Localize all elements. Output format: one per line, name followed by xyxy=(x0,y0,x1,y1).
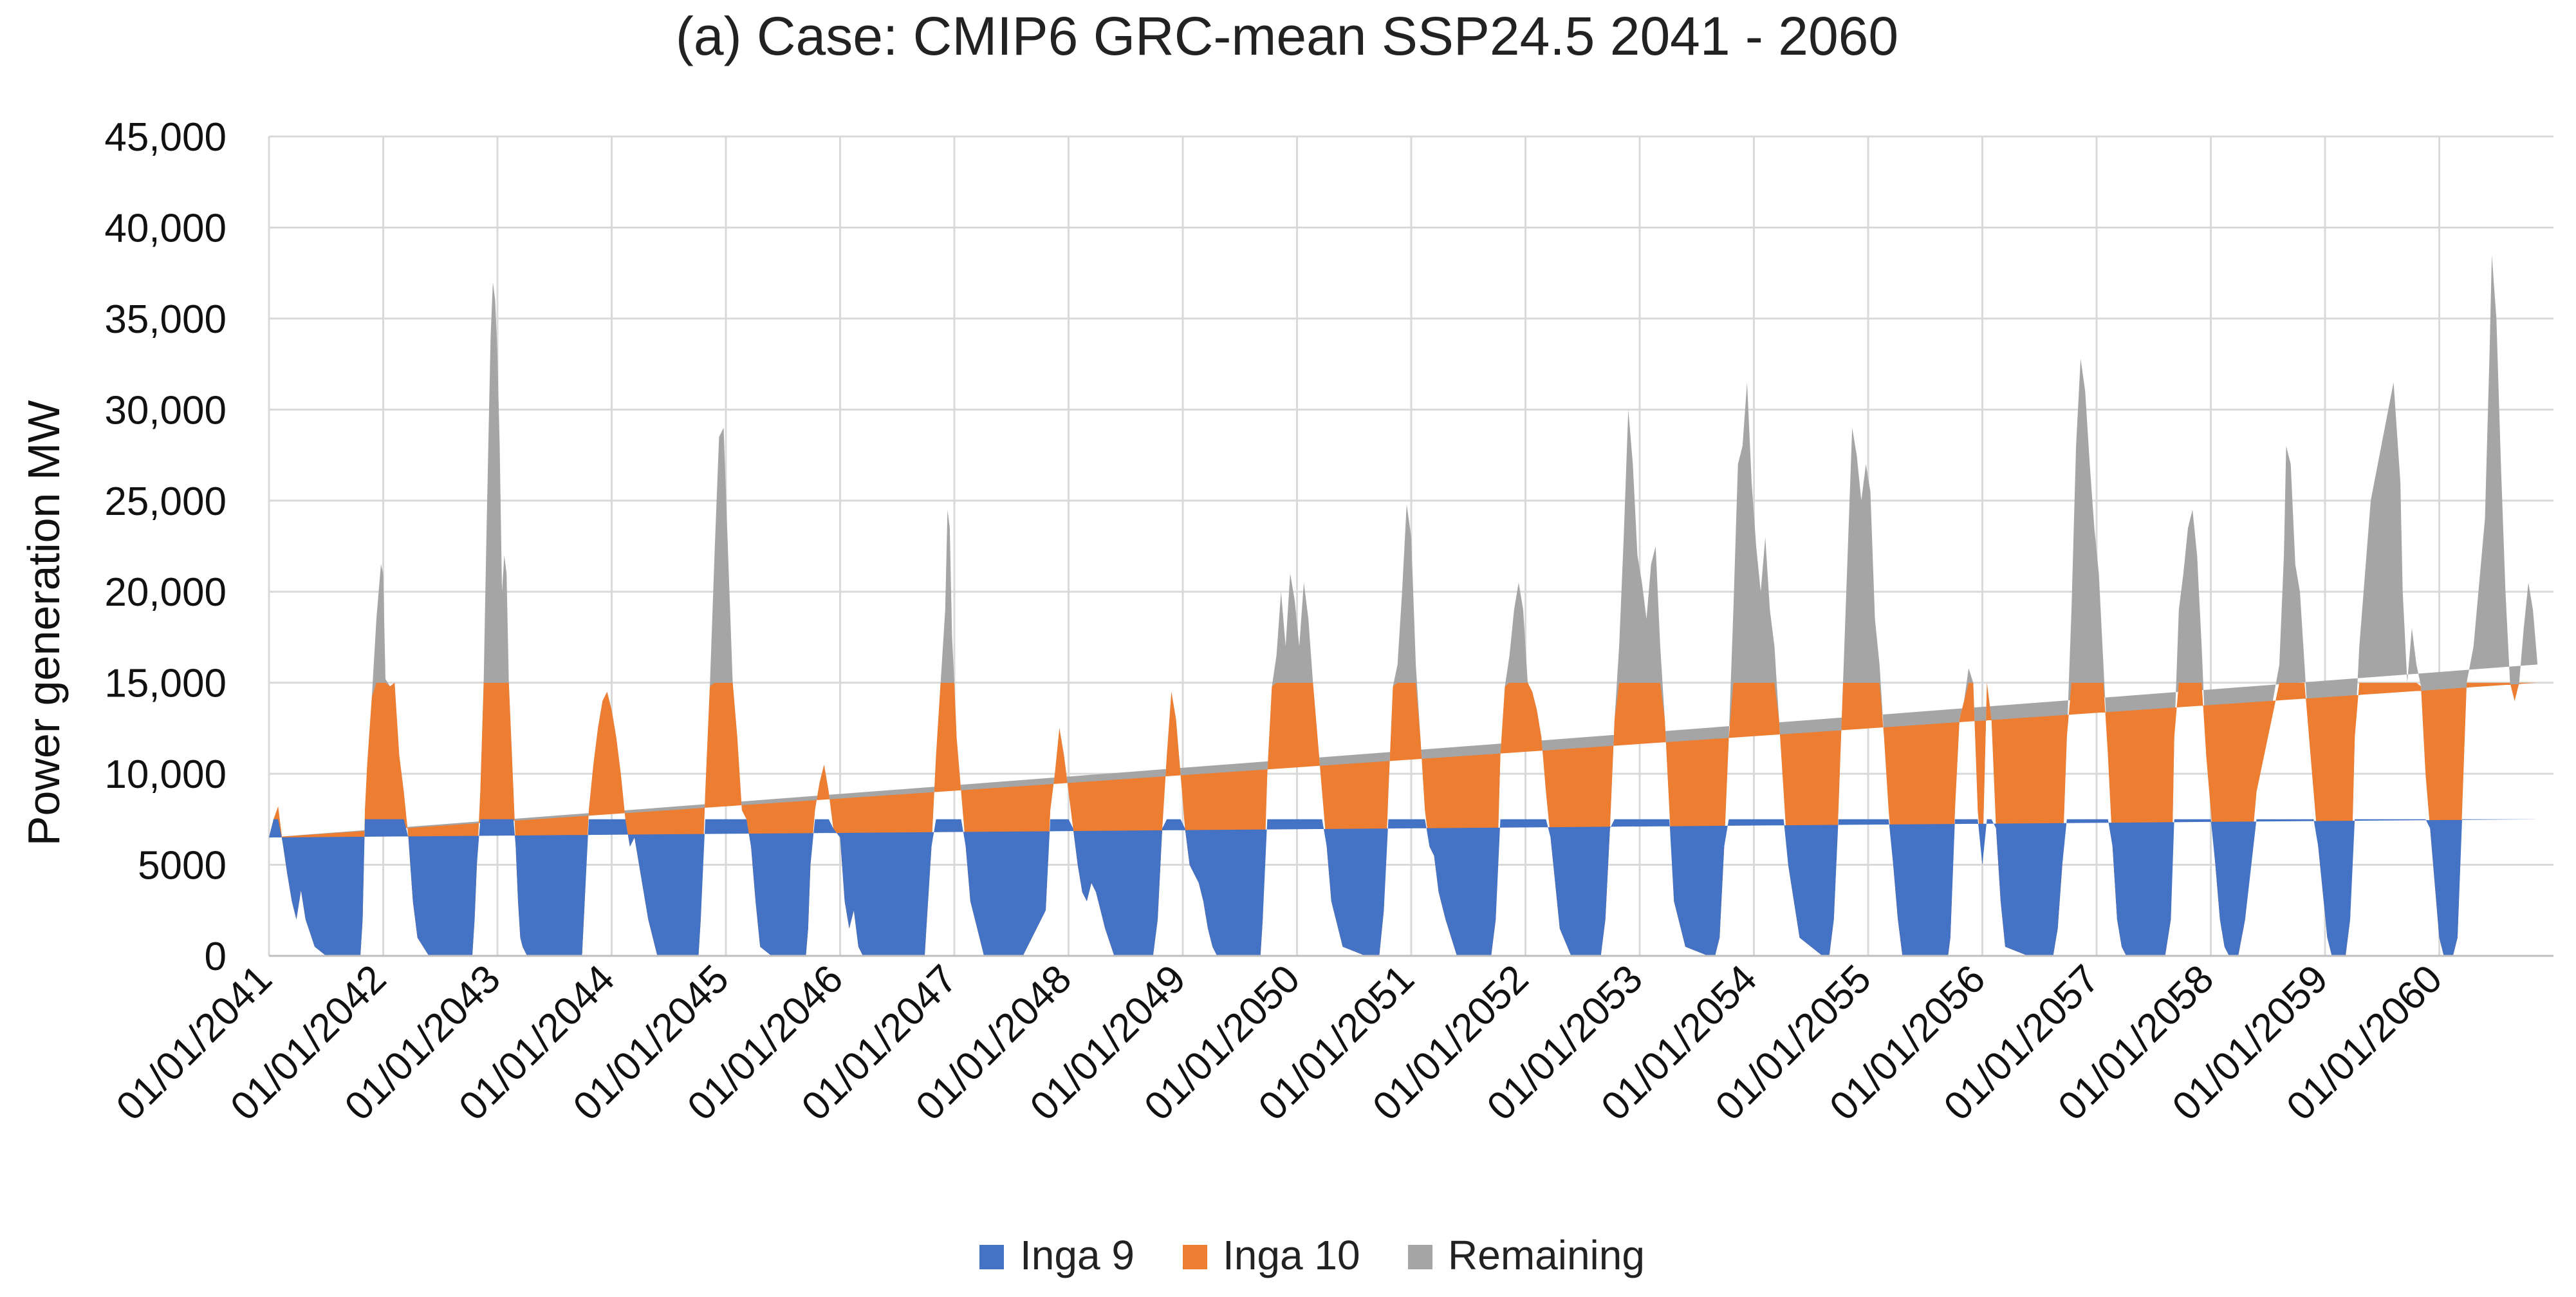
legend: Inga 9 Inga 10 Remaining xyxy=(979,1232,1645,1278)
y-tick-label: 5000 xyxy=(138,844,227,888)
legend-item-inga-10[interactable]: Inga 10 xyxy=(1183,1232,1360,1278)
legend-label-remaining: Remaining xyxy=(1448,1232,1645,1278)
y-tick-label: 35,000 xyxy=(104,297,227,342)
x-axis-ticks: 01/01/204101/01/204201/01/204301/01/2044… xyxy=(108,956,2451,1129)
y-axis-ticks: 0 5000 10,000 15,000 20,000 25,000 30,000 35,00… xyxy=(104,115,227,979)
y-tick-label: 25,000 xyxy=(104,480,227,524)
y-tick-label: 15,000 xyxy=(104,662,227,706)
y-tick-label: 45,000 xyxy=(104,115,227,160)
chart-title: (a) Case: CMIP6 GRC-mean SSP24.5 2041 - … xyxy=(676,6,1898,66)
y-tick-label: 30,000 xyxy=(104,388,227,433)
plot-area xyxy=(269,254,2538,956)
series-inga-10-area xyxy=(269,682,2538,956)
legend-swatch-remaining xyxy=(1408,1245,1432,1269)
y-tick-label: 10,000 xyxy=(104,752,227,797)
legend-swatch-inga-10 xyxy=(1183,1245,1207,1269)
series-inga-9-area xyxy=(269,819,2538,956)
legend-item-remaining[interactable]: Remaining xyxy=(1408,1232,1645,1278)
y-tick-label: 20,000 xyxy=(104,570,227,615)
legend-label-inga-9: Inga 9 xyxy=(1020,1232,1135,1278)
series-remaining-area xyxy=(269,254,2538,956)
legend-item-inga-9[interactable]: Inga 9 xyxy=(979,1232,1135,1278)
y-tick-label: 0 xyxy=(205,935,227,979)
y-axis-label: Power generation MW xyxy=(19,400,69,846)
legend-label-inga-10: Inga 10 xyxy=(1223,1232,1360,1278)
y-tick-label: 40,000 xyxy=(104,206,227,250)
legend-swatch-inga-9 xyxy=(979,1245,1004,1269)
